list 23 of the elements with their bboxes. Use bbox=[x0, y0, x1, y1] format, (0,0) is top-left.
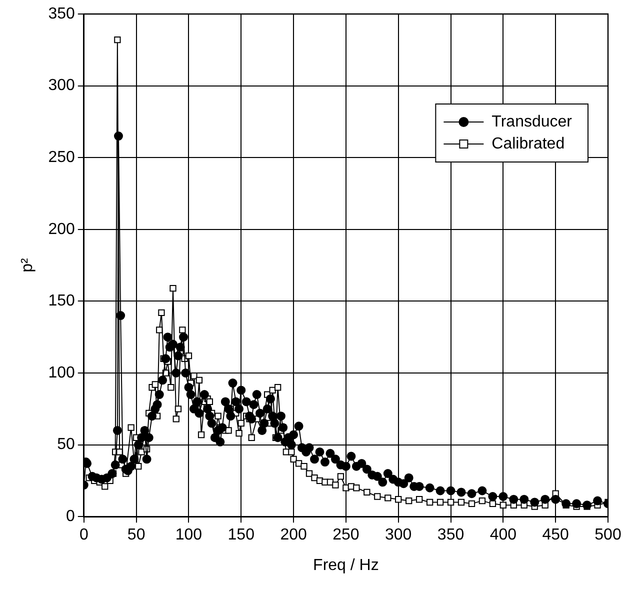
x-axis-title: Freq / Hz bbox=[313, 556, 379, 574]
y-tick-label: 100 bbox=[48, 364, 75, 382]
y-tick-label: 150 bbox=[48, 292, 75, 310]
x-tick-label: 50 bbox=[127, 526, 146, 544]
x-tick-label: 450 bbox=[542, 526, 570, 544]
y-tick-label: 0 bbox=[66, 508, 75, 526]
y-tick-label: 50 bbox=[57, 436, 75, 454]
x-tick-label: 250 bbox=[332, 526, 360, 544]
x-tick-label: 500 bbox=[594, 526, 622, 544]
y-tick-label: 350 bbox=[48, 5, 75, 22]
x-tick-label: 350 bbox=[437, 526, 464, 544]
x-tick-label: 100 bbox=[175, 526, 202, 544]
legend-label: Calibrated bbox=[492, 135, 565, 152]
x-tick-label: 400 bbox=[490, 526, 517, 544]
y-tick-label: 200 bbox=[48, 220, 75, 238]
y-tick-label: 250 bbox=[48, 149, 75, 166]
x-tick-label: 300 bbox=[385, 526, 412, 544]
y-tick-label: 300 bbox=[48, 77, 75, 94]
x-tick-label: 150 bbox=[228, 526, 255, 544]
legend-label: Transducer bbox=[492, 113, 573, 130]
x-tick-label: 200 bbox=[280, 526, 307, 544]
x-tick-label: 0 bbox=[79, 526, 88, 544]
y-axis-title: p² bbox=[19, 258, 36, 272]
